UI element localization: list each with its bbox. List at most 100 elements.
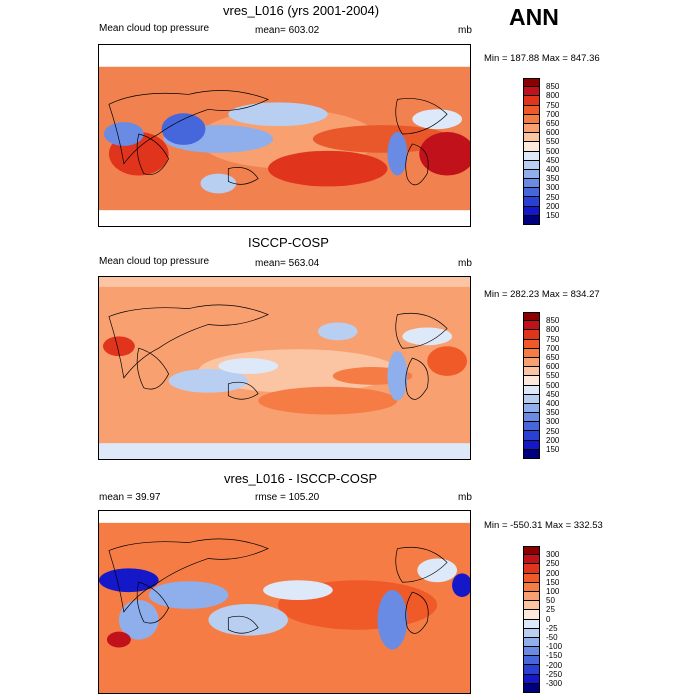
panel-title: vres_L016 - ISCCP-COSP <box>224 471 378 486</box>
colorbar-swatch <box>523 169 540 180</box>
colorbar-swatch <box>523 601 540 611</box>
minmax-label: Min = 282.23 Max = 834.27 <box>484 289 600 300</box>
colorbar-swatch <box>523 591 540 602</box>
panel-title: ISCCP-COSP <box>248 235 329 250</box>
colorbar-swatch <box>523 367 540 377</box>
colorbar-tick-label: -100 <box>546 642 563 652</box>
colorbar-swatch <box>523 637 540 648</box>
obs-map-field <box>99 277 470 459</box>
colorbar-swatch <box>523 312 540 322</box>
colorbar-tick-label: 800 <box>546 91 560 101</box>
mean-label: mean= 563.04 <box>255 258 320 269</box>
colorbar-swatch <box>523 403 540 414</box>
colorbar-swatch <box>523 619 540 629</box>
colorbar-tick-label: -300 <box>546 679 563 688</box>
units-label: mb <box>458 492 472 503</box>
colorbar-tick-label: 300 <box>546 183 560 193</box>
colorbar-swatch <box>523 394 540 404</box>
minmax-label: Min = 187.88 Max = 847.36 <box>484 53 600 64</box>
colorbar-swatch <box>523 348 540 358</box>
colorbar-tick-label: 600 <box>546 362 560 372</box>
colorbar-tick-label: -150 <box>546 651 563 661</box>
minmax-label: Min = -550.31 Max = 332.53 <box>484 520 603 531</box>
colorbar-tick-label: 0 <box>546 614 551 624</box>
colorbar-swatch <box>523 385 540 395</box>
colorbar-tick-label: 200 <box>546 435 560 445</box>
colorbar-tick-label: -50 <box>546 633 558 642</box>
diff-mean-label: mean = 39.97 <box>99 492 161 503</box>
colorbar-swatch <box>523 133 540 143</box>
colorbar-swatch <box>523 564 540 574</box>
colorbar-swatch <box>523 376 540 386</box>
colorbar-tick-label: 250 <box>546 426 560 436</box>
colorbar-tick-label: 250 <box>546 559 560 569</box>
colorbar-tick-label: 650 <box>546 119 560 128</box>
colorbar-swatch <box>523 215 540 225</box>
colorbar-tick-label: 250 <box>546 192 560 202</box>
panel-title: vres_L016 (yrs 2001-2004) <box>223 3 380 18</box>
colorbar-tick-label: 150 <box>546 577 560 587</box>
season-label: ANN <box>509 4 559 30</box>
colorbar-swatch <box>523 683 540 693</box>
colorbar-swatch <box>523 114 540 124</box>
colorbar-tick-label: 300 <box>546 550 560 560</box>
colorbar-tick-label: 25 <box>546 605 555 615</box>
colorbar-swatch <box>523 422 540 432</box>
colorbar-swatch <box>523 188 540 198</box>
colorbar-swatch <box>523 628 540 638</box>
model-map-field <box>99 45 470 226</box>
colorbar-swatch <box>523 431 540 441</box>
colorbar-tick-label: 650 <box>546 353 560 362</box>
colorbar-swatch <box>523 330 540 340</box>
colorbar-swatch <box>523 151 540 161</box>
units-label: mb <box>458 25 472 36</box>
units-label: mb <box>458 258 472 269</box>
colorbar-swatch <box>523 321 540 331</box>
colorbar-swatch <box>523 610 540 620</box>
obs-map <box>98 276 471 460</box>
colorbar-swatch <box>523 582 540 592</box>
colorbar-swatch <box>523 449 540 459</box>
colorbar-swatch <box>523 665 540 675</box>
colorbar-swatch <box>523 197 540 207</box>
colorbar-tick-label: -250 <box>546 669 563 679</box>
colorbar-tick-label: 450 <box>546 155 560 165</box>
colorbar-tick-label: 550 <box>546 137 560 147</box>
colorbar-tick-label: -200 <box>546 660 563 670</box>
colorbar-tick-label: 750 <box>546 100 560 110</box>
colorbar-tick-label: 850 <box>546 316 560 326</box>
variable-label: Mean cloud top pressure <box>99 23 210 34</box>
colorbar-tick-label: 50 <box>546 596 555 606</box>
colorbar-tick-label: 200 <box>546 568 560 578</box>
colorbar-tick-label: 600 <box>546 128 560 138</box>
colorbar-swatch <box>523 206 540 216</box>
colorbar-tick-label: 700 <box>546 109 560 119</box>
colorbar-swatch <box>523 674 540 684</box>
colorbar-swatch <box>523 546 540 556</box>
colorbar-tick-label: 800 <box>546 325 560 335</box>
colorbar-swatch <box>523 413 540 423</box>
colorbar-swatch <box>523 357 540 368</box>
model-map <box>98 44 471 227</box>
diff-map-field <box>99 511 470 693</box>
colorbar-tick-label: 750 <box>546 334 560 344</box>
colorbar-tick-label: 450 <box>546 389 560 399</box>
diff-colorbar <box>523 546 540 693</box>
obs-colorbar <box>523 312 540 459</box>
colorbar-swatch <box>523 339 540 349</box>
colorbar-tick-label: 850 <box>546 82 560 92</box>
colorbar-swatch <box>523 573 540 583</box>
colorbar-tick-label: 400 <box>546 399 560 408</box>
colorbar-swatch <box>523 440 540 450</box>
colorbar-tick-label: 550 <box>546 371 560 381</box>
colorbar-tick-label: 350 <box>546 174 560 184</box>
colorbar-swatch <box>523 142 540 152</box>
mean-label: mean= 603.02 <box>255 25 320 36</box>
colorbar-tick-label: 500 <box>546 380 560 390</box>
colorbar-tick-label: 300 <box>546 417 560 427</box>
colorbar-swatch <box>523 656 540 666</box>
colorbar-swatch <box>523 87 540 97</box>
colorbar-swatch <box>523 647 540 657</box>
colorbar-swatch <box>523 78 540 88</box>
colorbar-swatch <box>523 179 540 189</box>
